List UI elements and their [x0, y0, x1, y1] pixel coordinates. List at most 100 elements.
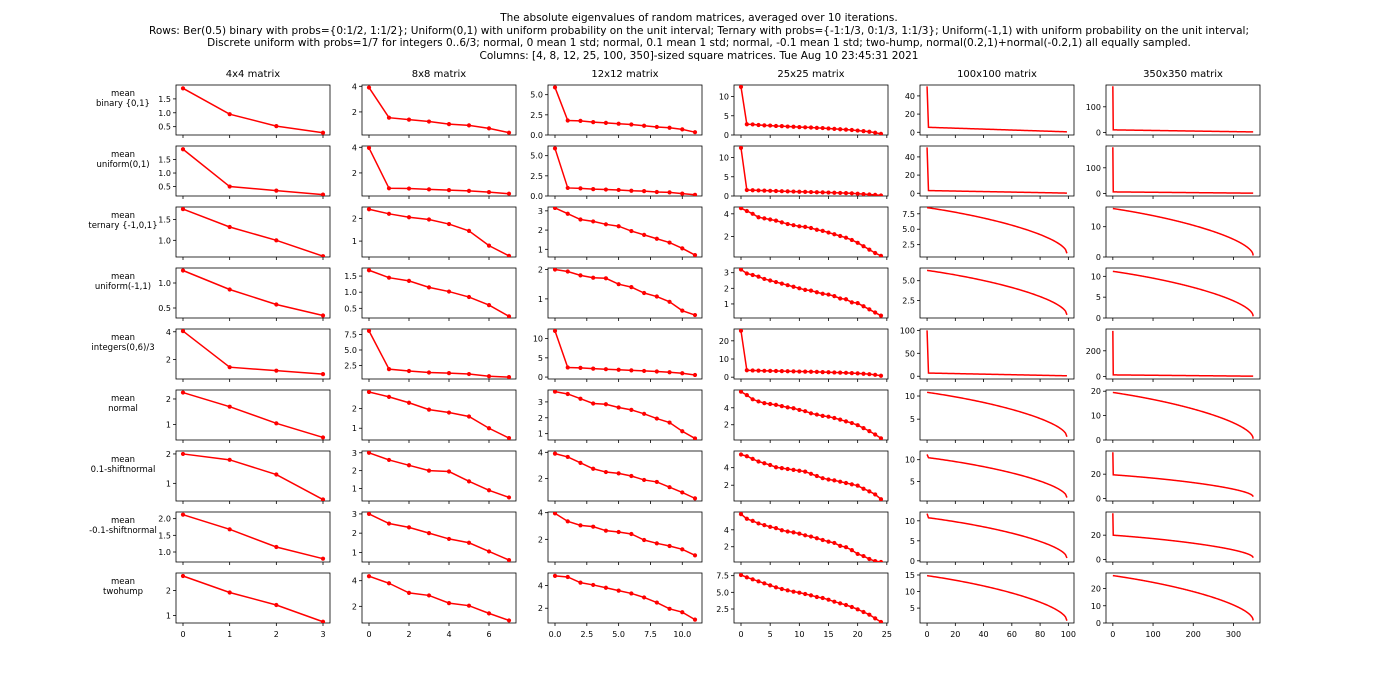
data-point — [773, 188, 779, 194]
data-point — [180, 390, 186, 395]
y-tick-label: 1 — [352, 548, 357, 557]
data-point — [603, 222, 609, 227]
axes-frame — [547, 206, 703, 258]
data-point — [855, 240, 860, 245]
data-point — [820, 413, 825, 418]
data-point — [826, 597, 831, 602]
panel-r2-c6: 0 100 — [1086, 145, 1261, 199]
data-point — [578, 273, 583, 278]
x-tick-label: 0 — [1110, 630, 1115, 639]
data-point — [762, 581, 767, 586]
row-label-line-2: -0.1-shiftnormal — [89, 526, 157, 536]
data-point — [756, 122, 761, 128]
data-point — [838, 233, 843, 239]
data-point — [750, 122, 755, 127]
y-tick-label: 1.5 — [344, 272, 357, 281]
data-point — [654, 479, 659, 485]
series-line — [368, 147, 510, 195]
data-point — [386, 521, 392, 526]
y-tick-label: 2 — [352, 602, 357, 611]
data-point — [680, 308, 685, 313]
data-point — [826, 370, 831, 375]
x-tick-label: 0 — [925, 630, 930, 639]
data-point — [466, 228, 472, 233]
series-line — [368, 452, 510, 499]
series-line — [182, 148, 324, 196]
data-point — [227, 112, 232, 117]
data-point — [591, 187, 596, 192]
data-point — [855, 483, 860, 488]
data-point — [406, 400, 412, 405]
data-point — [486, 374, 492, 379]
axes-frame — [361, 267, 517, 319]
data-point — [750, 577, 755, 582]
data-point — [654, 416, 659, 421]
data-point — [849, 482, 854, 487]
y-tick-label: 4 — [724, 526, 729, 535]
column-title-12: 12x12 matrix — [591, 69, 658, 80]
y-tick-label: 0.5 — [344, 304, 357, 313]
data-point — [578, 396, 583, 401]
panel-r2-c2: 24 — [352, 143, 517, 199]
data-point — [616, 529, 621, 535]
y-tick-label: 5.0 — [902, 225, 915, 234]
data-point — [565, 118, 570, 123]
panel-r1-c4: 0 5 10 — [719, 84, 889, 140]
panel-r6-c4: 24 — [724, 389, 889, 443]
data-point — [756, 459, 761, 464]
row-label-line-2: twohump — [103, 587, 143, 597]
panel-r8-c4: 24 — [724, 511, 889, 565]
data-point — [629, 228, 634, 234]
y-tick-label: 1 — [352, 485, 357, 494]
axes-frame — [547, 267, 703, 319]
data-point — [578, 186, 583, 191]
data-point — [654, 236, 659, 241]
data-point — [486, 302, 492, 308]
data-point — [797, 531, 802, 536]
panel-r3-c6: 0 10 — [1091, 206, 1261, 262]
series-line — [368, 330, 510, 378]
y-tick-label: 2 — [352, 169, 357, 178]
data-point — [366, 574, 372, 579]
series-line — [1112, 330, 1254, 377]
series-line — [926, 513, 1068, 559]
data-point — [565, 519, 570, 524]
data-point — [843, 235, 849, 240]
data-point — [386, 457, 392, 463]
data-point — [667, 420, 672, 425]
panel-r3-c5: 2.5 5.0 7.5 — [902, 206, 1075, 260]
data-point — [486, 611, 492, 616]
data-point — [603, 402, 609, 407]
data-point — [506, 495, 512, 500]
data-point — [791, 467, 796, 472]
data-point — [861, 371, 866, 376]
data-point — [744, 575, 749, 580]
data-point — [227, 184, 232, 189]
axes-frame — [733, 328, 889, 380]
data-point — [779, 466, 784, 471]
axes-frame — [1105, 450, 1261, 502]
data-point — [680, 610, 685, 615]
data-point — [873, 616, 878, 621]
y-tick-label: 2.5 — [530, 111, 543, 120]
data-point — [808, 189, 814, 195]
data-point — [629, 473, 634, 479]
y-tick-label: 5.0 — [716, 588, 729, 597]
data-point — [552, 512, 558, 516]
axes-frame — [919, 389, 1075, 441]
data-point — [785, 189, 790, 194]
y-tick-label: 4 — [352, 82, 357, 91]
data-point — [320, 254, 326, 257]
data-point — [667, 370, 672, 375]
panel-r7-c5: 5 10 — [905, 450, 1075, 504]
data-point — [785, 588, 790, 593]
data-point — [779, 124, 784, 129]
data-point — [867, 429, 872, 434]
series-line — [1112, 452, 1254, 498]
data-point — [843, 191, 849, 196]
data-point — [750, 188, 755, 193]
y-tick-label: 3 — [352, 510, 357, 519]
data-point — [756, 274, 761, 279]
data-point — [406, 463, 412, 468]
